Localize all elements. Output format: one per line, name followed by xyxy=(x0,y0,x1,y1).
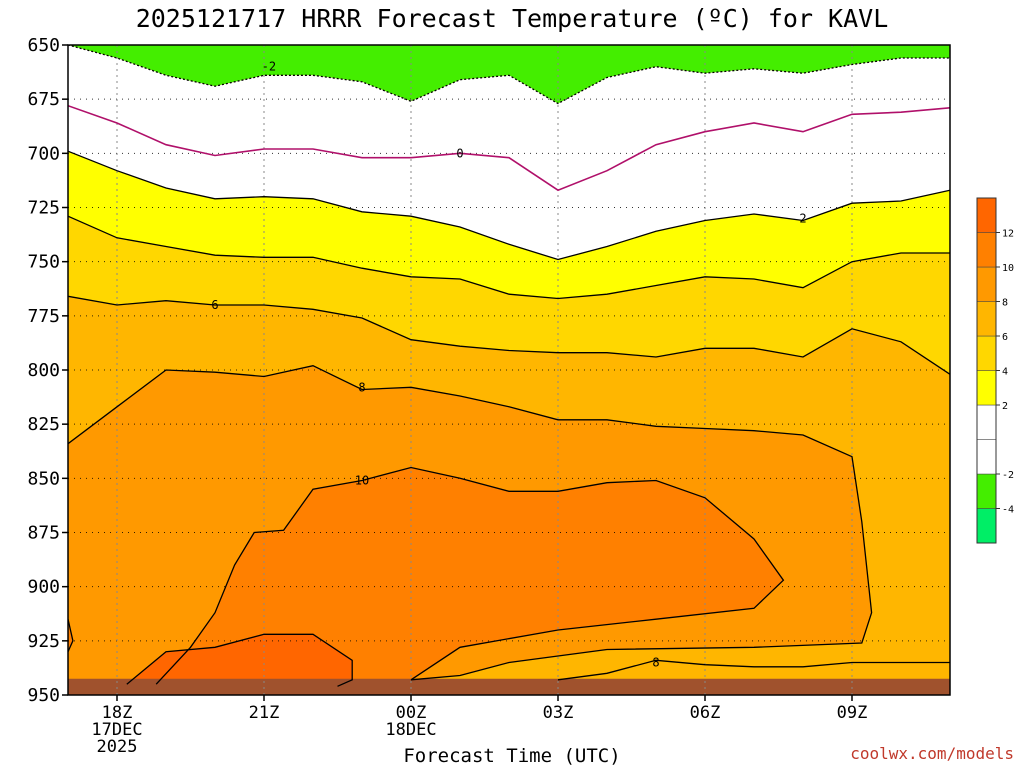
y-tick-label: 850 xyxy=(27,468,60,489)
x-tick-year-label: 2025 xyxy=(97,737,138,757)
contour-line-8 xyxy=(557,659,950,681)
contour-label: 2 xyxy=(799,211,806,225)
colorbar-swatch xyxy=(976,404,997,440)
grid-layer xyxy=(68,44,950,696)
x-tick-label: 21Z xyxy=(249,703,280,723)
contour-line-4 xyxy=(68,215,950,300)
ground-strip xyxy=(68,678,950,695)
colorbar-label: 10 xyxy=(1002,263,1014,274)
fill-band-2-4 xyxy=(68,151,950,299)
x-tick-date-label: 18DEC xyxy=(385,720,436,740)
colorbar-label: 12 xyxy=(1002,229,1014,240)
contour-line-2 xyxy=(68,150,950,261)
colorbar-swatch xyxy=(976,335,997,371)
x-tick-label: 03Z xyxy=(543,703,574,723)
contour-line-12 xyxy=(126,633,353,687)
colorbar-label: 8 xyxy=(1002,298,1008,309)
y-tick-label: 650 xyxy=(27,35,60,56)
colorbar-swatch xyxy=(976,266,997,302)
colorbar-label: 4 xyxy=(1002,367,1008,378)
contour-line-0 xyxy=(68,104,950,192)
y-tick-label: 875 xyxy=(27,523,60,544)
contour-line--2 xyxy=(68,45,950,105)
colorbar-label: -2 xyxy=(1002,470,1014,481)
contour-layer xyxy=(68,45,950,687)
contour-label: 10 xyxy=(355,474,369,488)
terrain-strip xyxy=(68,678,950,695)
colorbar-swatch xyxy=(976,232,997,268)
contour-line-8 xyxy=(68,365,873,681)
contour-line-6 xyxy=(68,295,950,375)
colorbar-label: 6 xyxy=(1002,332,1008,343)
fill-band--2-0 xyxy=(68,45,950,191)
x-tick-date-label: 17DEC xyxy=(91,720,142,740)
colorbar-swatch xyxy=(976,439,997,475)
contour-label: 0 xyxy=(456,146,463,160)
x-axis-label: Forecast Time (UTC) xyxy=(403,745,621,767)
contour-label-layer: -2 0 2 6 8 8 10 xyxy=(211,60,806,670)
colorbar-swatch xyxy=(976,370,997,406)
fill-band-12-14 xyxy=(126,634,353,687)
y-tick-label: 750 xyxy=(27,252,60,273)
contour-label: 6 xyxy=(211,298,218,312)
x-tick-label: 09Z xyxy=(837,703,868,723)
y-tick-label: 675 xyxy=(27,89,60,110)
x-tick-label: 00Z xyxy=(396,703,427,723)
colorbar-swatch xyxy=(976,301,997,337)
fill-band-4-6 xyxy=(68,216,950,375)
colorbar-label: 2 xyxy=(1002,401,1008,412)
fill-band-minus4-minus2 xyxy=(68,45,950,104)
y-tick-label: 700 xyxy=(27,143,60,164)
contour-label: 8 xyxy=(652,656,659,670)
y-tick-label: 800 xyxy=(27,360,60,381)
x-tick-label: 18Z xyxy=(102,703,133,723)
y-tick-label: 775 xyxy=(27,306,60,327)
y-tick-label: 725 xyxy=(27,198,60,219)
y-tick-label: 825 xyxy=(27,414,60,435)
source-credit: coolwx.com/models xyxy=(850,744,1014,763)
contour-line-10 xyxy=(68,619,74,652)
chart-title: 2025121717 HRRR Forecast Temperature (ºC… xyxy=(135,4,889,33)
x-tick-label: 06Z xyxy=(690,703,721,723)
contour-label: 8 xyxy=(358,380,365,394)
colorbar-swatch xyxy=(976,473,997,509)
fill-band-10-12 xyxy=(156,467,784,685)
fill-band-0-2 xyxy=(68,105,950,260)
colorbar: 12 10 8 6 4 2 -2 -4 xyxy=(976,197,1014,544)
colorbar-label: -4 xyxy=(1002,505,1014,516)
contour-line-10 xyxy=(155,466,785,685)
y-tick-label: 925 xyxy=(27,631,60,652)
y-tick-label: 950 xyxy=(27,685,60,706)
axes-layer: 650 675 700 725 750 775 800 825 850 875 900 925 950 1… xyxy=(27,35,951,757)
colorbar-swatch xyxy=(976,197,997,233)
colorbar-swatch xyxy=(976,508,997,544)
y-tick-label: 900 xyxy=(27,577,60,598)
contour-label: -2 xyxy=(262,60,276,74)
